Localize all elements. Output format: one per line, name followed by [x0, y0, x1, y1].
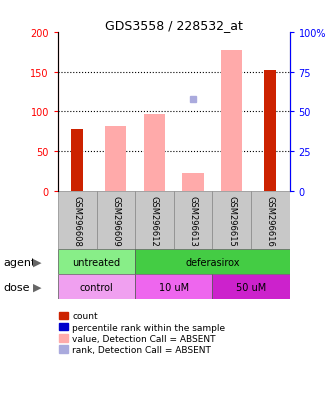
Text: dose: dose	[3, 282, 30, 292]
FancyBboxPatch shape	[251, 191, 290, 250]
FancyBboxPatch shape	[213, 275, 290, 299]
Bar	[182, 174, 204, 191]
FancyBboxPatch shape	[58, 191, 97, 250]
Text: GSM296612: GSM296612	[150, 195, 159, 246]
Legend: count, percentile rank within the sample, value, Detection Call = ABSENT, rank, : count, percentile rank within the sample…	[56, 308, 229, 358]
Title: GDS3558 / 228532_at: GDS3558 / 228532_at	[105, 19, 243, 32]
Bar	[264, 71, 276, 191]
Text: deferasirox: deferasirox	[185, 257, 240, 267]
Text: untreated: untreated	[72, 257, 120, 267]
Text: agent: agent	[3, 257, 36, 267]
Text: GSM296609: GSM296609	[111, 195, 120, 246]
Text: control: control	[80, 282, 114, 292]
Bar	[221, 50, 242, 191]
Text: GSM296613: GSM296613	[189, 195, 198, 246]
Text: 10 uM: 10 uM	[159, 282, 189, 292]
FancyBboxPatch shape	[135, 250, 290, 275]
Bar	[144, 115, 165, 191]
Text: GSM296608: GSM296608	[73, 195, 82, 246]
Text: 50 uM: 50 uM	[236, 282, 266, 292]
Text: ▶: ▶	[33, 257, 42, 267]
Bar	[105, 126, 126, 191]
FancyBboxPatch shape	[58, 275, 135, 299]
FancyBboxPatch shape	[135, 191, 174, 250]
FancyBboxPatch shape	[58, 250, 135, 275]
Text: GSM296616: GSM296616	[266, 195, 275, 246]
Text: ▶: ▶	[33, 282, 42, 292]
FancyBboxPatch shape	[135, 275, 213, 299]
FancyBboxPatch shape	[97, 191, 135, 250]
Bar	[71, 129, 83, 191]
FancyBboxPatch shape	[174, 191, 213, 250]
FancyBboxPatch shape	[213, 191, 251, 250]
Text: GSM296615: GSM296615	[227, 195, 236, 246]
